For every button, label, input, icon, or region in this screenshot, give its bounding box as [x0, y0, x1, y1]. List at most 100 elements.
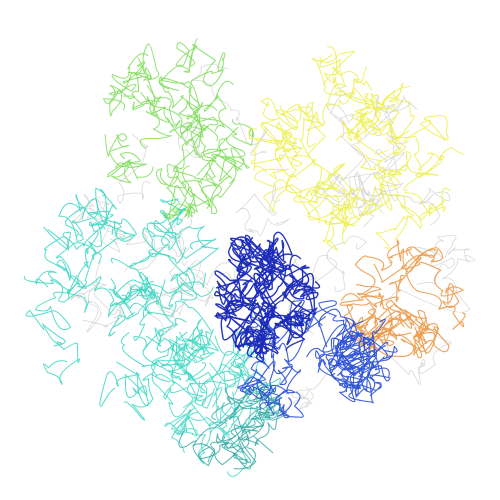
green-domain-trace-27 [104, 133, 154, 184]
green-domain-trace-38 [107, 152, 147, 178]
cyan-domain-trace-99 [123, 373, 170, 421]
gray-domain-trace-4 [73, 194, 162, 273]
cyan-domain-trace-82 [179, 318, 209, 351]
teal-domain-trace-142 [253, 388, 282, 454]
green-domain-trace-40 [179, 113, 232, 209]
navy-domain-trace-170 [279, 314, 306, 352]
green-domain-trace-44 [127, 72, 172, 149]
cyan-domain-trace-117 [150, 364, 215, 418]
cyan-domain-trace-113 [209, 330, 253, 437]
cyan-domain-trace-116 [168, 339, 215, 369]
teal-domain-trace-145 [211, 395, 281, 470]
green-domain-trace-34 [155, 138, 203, 189]
navy-domain-trace-188 [259, 265, 294, 323]
yellow-domain-trace-49 [365, 154, 408, 211]
gray-domain-trace-15 [363, 188, 451, 228]
orange-domain-trace-134 [369, 326, 450, 356]
cyan-domain-trace-100 [99, 361, 149, 407]
yellow-domain-trace-55 [376, 150, 445, 195]
yellow-domain-trace-72 [322, 195, 347, 251]
yellow-domain-trace-48 [341, 187, 377, 245]
cyan-domain-trace-80 [120, 330, 182, 381]
blue-domain-trace-156 [237, 360, 276, 402]
green-domain-trace-45 [140, 92, 219, 149]
cyan-domain-trace-97 [146, 219, 216, 301]
yellow-domain-trace-73 [323, 46, 372, 91]
gray-domain-trace-18 [117, 133, 151, 204]
yellow-domain-trace-63 [404, 187, 451, 221]
orange-domain-trace-133 [364, 299, 415, 330]
yellow-domain-trace-62 [306, 187, 367, 227]
orange-domain-trace-135 [387, 239, 464, 309]
cyan-domain-trace-84 [136, 272, 187, 336]
yellow-domain-trace-75 [254, 168, 320, 194]
navy-domain-trace-163 [215, 279, 256, 341]
cyan-domain-trace-104 [43, 226, 102, 264]
blue-domain-trace-198 [339, 372, 382, 403]
yellow-domain-trace-71 [263, 140, 323, 213]
cyan-domain-trace-93 [25, 291, 90, 331]
cyan-domain-trace-96 [113, 284, 148, 303]
cyan-domain-trace-89 [149, 198, 186, 251]
blue-domain-trace-197 [342, 331, 388, 360]
yellow-domain-trace-54 [297, 101, 326, 158]
cyan-domain-trace-103 [55, 189, 133, 279]
cyan-domain-trace-102 [35, 255, 95, 303]
cyan-domain-trace-101 [161, 338, 210, 366]
gray-domain-trace-21 [358, 120, 405, 184]
gray-domain-trace-6 [266, 373, 327, 425]
blue-domain-trace-155 [244, 385, 283, 412]
orange-domain-trace-127 [354, 255, 392, 300]
green-domain-trace-35 [203, 80, 234, 132]
navy-domain-trace-182 [242, 237, 285, 305]
gray-domain-trace-1 [235, 183, 290, 237]
yellow-domain-trace-61 [342, 185, 422, 241]
yellow-domain-trace-70 [248, 101, 283, 143]
cyan-domain-trace-87 [152, 331, 199, 365]
blue-domain-trace-149 [277, 391, 304, 419]
blue-domain-trace-161 [315, 350, 364, 389]
yellow-domain-trace-66 [327, 82, 411, 110]
yellow-domain-trace-50 [312, 54, 346, 97]
yellow-domain-trace-77 [307, 194, 350, 227]
navy-domain-trace-185 [244, 231, 293, 270]
green-domain-trace-31 [193, 109, 255, 146]
green-domain-trace-41 [103, 84, 136, 117]
yellow-domain-trace-60 [386, 115, 449, 145]
orange-domain-trace-132 [405, 246, 466, 330]
teal-domain-trace-139 [178, 387, 283, 467]
cyan-domain-trace-83 [110, 257, 214, 297]
cyan-domain-trace-120 [168, 334, 219, 375]
green-domain-trace-33 [122, 43, 160, 84]
backbone-traces [23, 38, 475, 477]
gray-domain-trace-9 [288, 255, 346, 335]
gray-domain-trace-19 [314, 171, 384, 214]
navy-domain-trace-184 [247, 251, 284, 311]
cyan-domain-trace-119 [163, 362, 223, 408]
blue-domain-trace-148 [288, 299, 326, 334]
gray-domain-trace-12 [143, 214, 192, 266]
gray-domain-trace-5 [414, 235, 457, 285]
green-domain-trace-47 [158, 38, 198, 90]
cyan-domain-trace-111 [164, 403, 235, 436]
yellow-domain-trace-76 [279, 105, 345, 199]
green-domain-trace-26 [108, 53, 161, 105]
navy-domain-trace-177 [279, 264, 312, 296]
yellow-domain-trace-67 [343, 66, 399, 124]
gray-domain-trace-10 [351, 95, 418, 168]
blue-domain-trace-196 [343, 320, 371, 377]
cyan-domain-trace-118 [171, 409, 199, 454]
orange-domain-trace-131 [413, 309, 430, 359]
teal-domain-trace-143 [207, 441, 241, 466]
gray-domain-trace-20 [289, 235, 367, 282]
cyan-domain-trace-90 [88, 214, 137, 257]
gray-domain-trace-0 [385, 247, 475, 313]
gray-domain-trace-13 [190, 63, 268, 156]
blue-domain-trace-193 [354, 355, 393, 397]
cyan-domain-trace-78 [23, 229, 81, 294]
cyan-domain-trace-86 [42, 323, 80, 385]
orange-domain-trace-126 [373, 247, 444, 283]
yellow-domain-trace-68 [250, 122, 293, 164]
navy-domain-trace-189 [227, 237, 271, 285]
